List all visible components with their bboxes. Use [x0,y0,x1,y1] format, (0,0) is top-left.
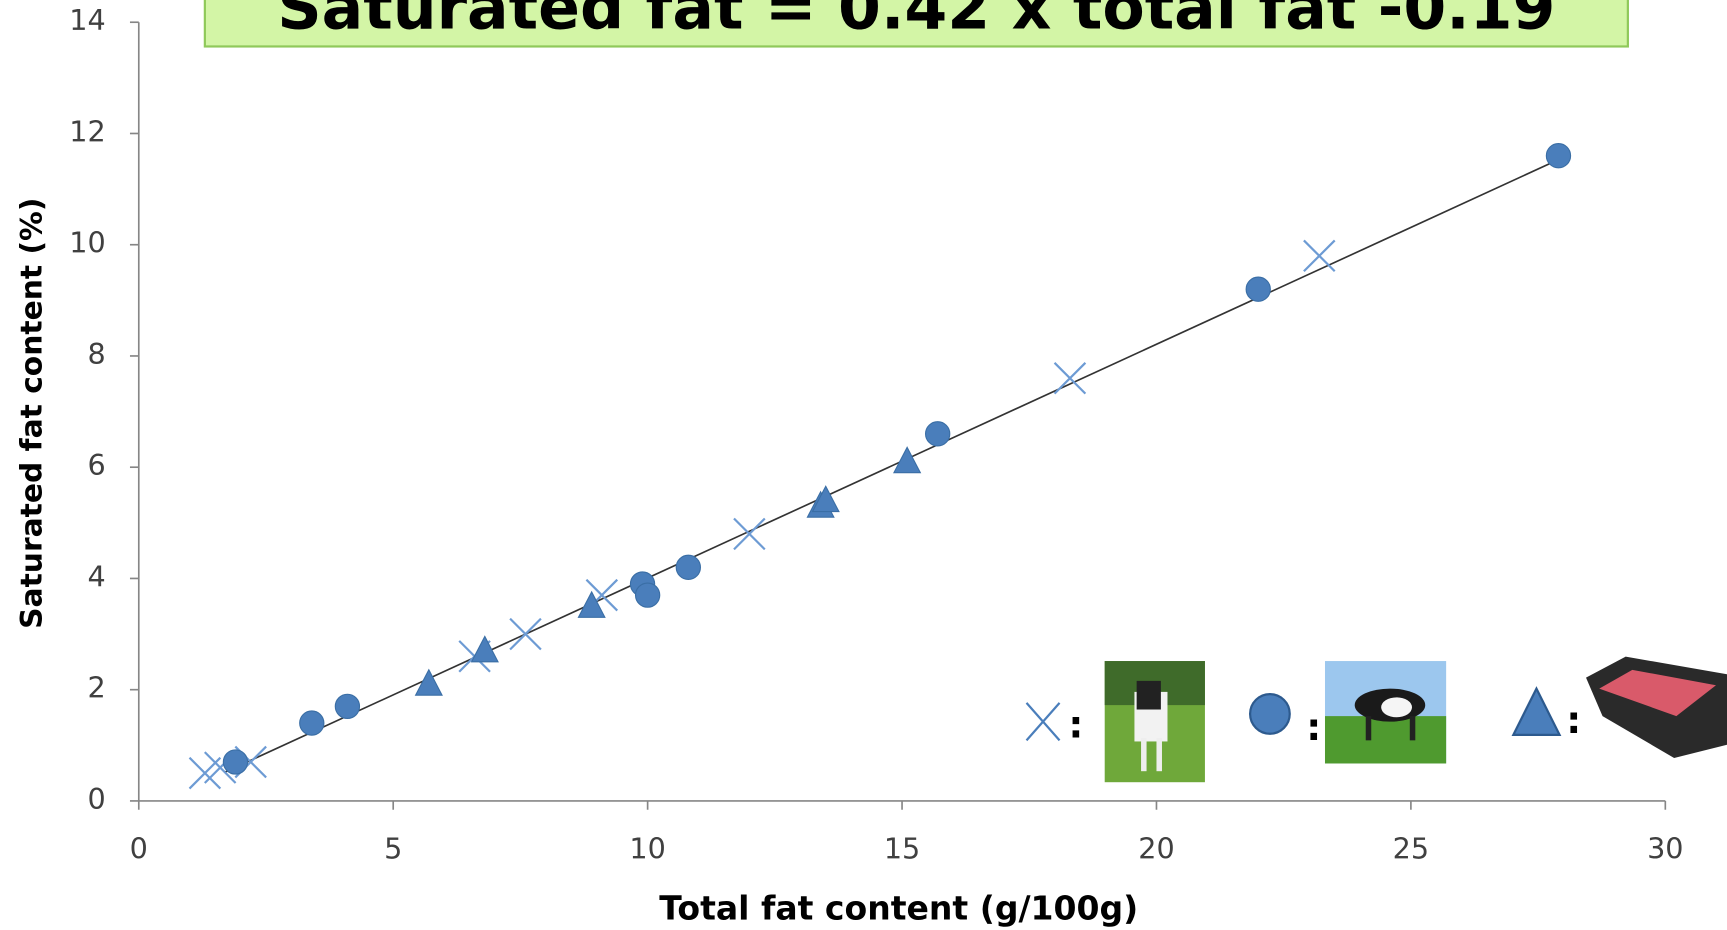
legend: : : : [1027,657,1727,783]
legend-separator: : [1566,698,1581,742]
legend-marker [1513,689,1559,735]
x-tick-label: 10 [629,831,665,865]
x-tick-label: 5 [384,831,402,865]
legend-marker [1250,694,1290,734]
point [1246,277,1270,301]
point [636,583,660,607]
x-tick-label: 30 [1647,831,1683,865]
point [1546,144,1570,168]
legend-separator: : [1306,705,1321,749]
point [223,750,247,774]
point [300,711,324,735]
x-tick-label: 0 [130,831,148,865]
y-axis-label: Saturated fat content (%) [15,198,50,629]
x-tick-label: 20 [1138,831,1174,865]
point [1304,240,1335,271]
x-axis-label: Total fat content (g/100g) [659,888,1138,927]
chart-title: Saturated fat = 0.42 x total fat -0.19 [277,0,1555,43]
x-tick-label: 15 [884,831,920,865]
point [894,447,920,472]
point [510,619,541,650]
chart: Saturated fat = 0.42 x total fat -0.19 T… [0,0,1727,930]
point [734,519,765,550]
y-tick-label: 6 [88,448,106,482]
y-tick-label: 10 [69,226,105,260]
legend-image [1325,661,1446,763]
y-tick-label: 4 [88,559,106,593]
y-tick-label: 0 [88,782,106,816]
legend-separator: : [1068,703,1083,747]
legend-marker [1027,703,1060,740]
y-tick-label: 14 [69,3,105,37]
point [676,555,700,579]
legend-image [1586,657,1727,758]
y-tick-label: 8 [88,337,106,371]
point [926,422,950,446]
legend-image [1105,661,1205,782]
y-tick-label: 2 [88,671,106,705]
x-tick-label: 25 [1393,831,1429,865]
point [335,694,359,718]
page: {"chart_data": { "type": "scatter", "tit… [0,0,1727,930]
y-tick-label: 12 [69,114,105,148]
